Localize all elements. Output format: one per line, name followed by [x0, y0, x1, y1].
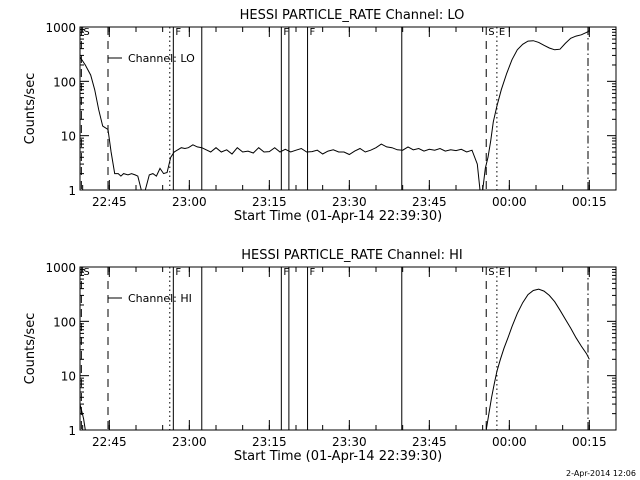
x-axis-label: Start Time (01-Apr-14 22:39:30) — [234, 449, 442, 464]
y-axis-label: Counts/sec — [23, 73, 38, 145]
legend-label: Channel: HI — [128, 292, 192, 305]
y-tick-label: 10 — [61, 130, 76, 144]
x-axis-label: Start Time (01-Apr-14 22:39:30) — [234, 209, 442, 224]
timestamp-label: 2-Apr-2014 12:06 — [566, 469, 636, 478]
plot-frame — [79, 26, 617, 191]
x-tick-label: 23:45 — [412, 435, 447, 449]
y-axis-label: Counts/sec — [23, 313, 38, 385]
event-marker-label: S — [83, 27, 89, 38]
event-marker-label: F — [310, 267, 316, 278]
legend-label: Channel: LO — [128, 52, 195, 65]
x-tick-label: 00:00 — [492, 435, 527, 449]
x-tick-label: 00:15 — [572, 435, 607, 449]
chart-title: HESSI PARTICLE_RATE Channel: LO — [240, 8, 465, 23]
event-marker-label: E — [499, 27, 505, 38]
event-marker-label: S — [488, 27, 494, 38]
y-tick-label: 1 — [68, 184, 76, 198]
x-tick-label: 23:00 — [172, 435, 207, 449]
x-tick-label: 22:45 — [92, 435, 127, 449]
x-tick-label: 22:45 — [92, 195, 127, 209]
chart-title: HESSI PARTICLE_RATE Channel: HI — [241, 248, 462, 263]
x-tick-label: 00:00 — [492, 195, 527, 209]
x-tick-label: 23:15 — [252, 195, 287, 209]
x-tick-label: 23:15 — [252, 435, 287, 449]
series-line — [79, 30, 590, 191]
event-marker-label: F — [175, 27, 181, 38]
event-marker-label: F — [283, 27, 289, 38]
event-marker-label: E — [499, 267, 505, 278]
y-tick-label: 100 — [53, 315, 76, 329]
event-marker-label: S — [83, 267, 89, 278]
y-tick-label: 100 — [53, 75, 76, 89]
x-tick-label: 23:00 — [172, 195, 207, 209]
event-marker-label: F — [175, 267, 181, 278]
panel-hi-channel: HESSI PARTICLE_RATE Channel: HI 1 10 100 100… — [23, 248, 617, 464]
event-marker-label: F — [283, 267, 289, 278]
x-tick-label: 23:30 — [332, 195, 367, 209]
x-tick-label: 23:30 — [332, 435, 367, 449]
panel-lo-channel: HESSI PARTICLE_RATE Channel: LO 1 10 100 100… — [23, 8, 617, 224]
x-tick-label: 23:45 — [412, 195, 447, 209]
y-tick-label: 1 — [68, 424, 76, 438]
y-tick-label: 10 — [61, 370, 76, 384]
y-tick-label: 1000 — [45, 261, 76, 275]
series-line — [79, 288, 590, 431]
event-marker-label: F — [310, 27, 316, 38]
event-marker-label: S — [488, 267, 494, 278]
y-tick-label: 1000 — [45, 21, 76, 35]
x-tick-label: 00:15 — [572, 195, 607, 209]
